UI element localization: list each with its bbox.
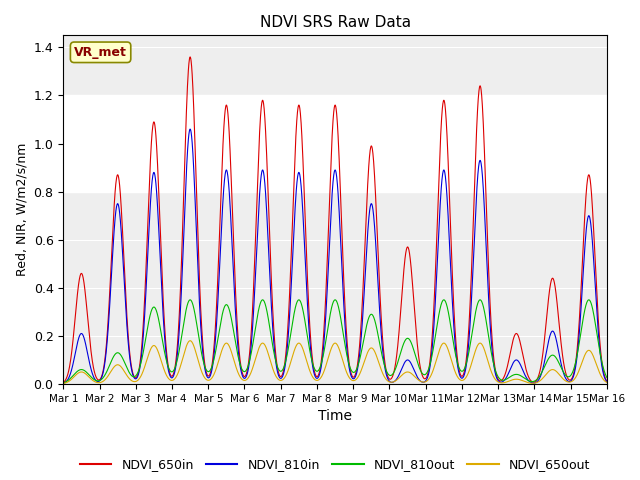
NDVI_810out [534, 375, 541, 381]
NDVI_650in [122, 284, 129, 290]
NDVI_810out [603, 375, 611, 381]
NDVI_810out [154, 312, 161, 318]
NDVI_650out [122, 370, 129, 376]
NDVI_810out [292, 304, 300, 310]
NDVI_650in [60, 380, 67, 385]
Title: NDVI SRS Raw Data: NDVI SRS Raw Data [260, 15, 411, 30]
Bar [63, 96, 607, 192]
NDVI_650in [154, 161, 161, 167]
Text: VR_met: VR_met [74, 46, 127, 59]
NDVI_650in [603, 378, 611, 384]
NDVI_650out [593, 362, 600, 368]
NDVI_650out [534, 379, 541, 385]
NDVI_650out [60, 381, 67, 386]
NDVI_650out [154, 347, 161, 353]
Line: NDVI_810in: NDVI_810in [63, 129, 607, 384]
NDVI_650out [186, 338, 194, 344]
Line: NDVI_650in: NDVI_650in [63, 57, 607, 383]
NDVI_650out [603, 380, 611, 385]
NDVI_810in [268, 313, 276, 319]
NDVI_650in [186, 54, 194, 60]
NDVI_810out [268, 338, 276, 344]
Line: NDVI_810out: NDVI_810out [63, 300, 607, 383]
NDVI_810in [154, 204, 161, 209]
NDVI_810in [534, 378, 541, 384]
Legend: NDVI_650in, NDVI_810in, NDVI_810out, NDVI_650out: NDVI_650in, NDVI_810in, NDVI_810out, NDV… [75, 453, 595, 476]
NDVI_650in [593, 284, 600, 289]
NDVI_810out [60, 380, 67, 386]
NDVI_810in [122, 298, 129, 303]
NDVI_650out [268, 363, 276, 369]
NDVI_650in [292, 141, 300, 146]
Line: NDVI_650out: NDVI_650out [63, 341, 607, 384]
NDVI_810in [603, 379, 611, 384]
NDVI_810in [292, 199, 300, 204]
NDVI_810in [186, 126, 194, 132]
NDVI_810out [186, 297, 194, 303]
Y-axis label: Red, NIR, W/m2/s/nm: Red, NIR, W/m2/s/nm [15, 143, 28, 276]
NDVI_650in [268, 290, 276, 296]
NDVI_810in [593, 302, 600, 308]
NDVI_650in [534, 375, 541, 381]
X-axis label: Time: Time [318, 409, 352, 423]
NDVI_650out [292, 345, 300, 350]
NDVI_810in [60, 381, 67, 386]
NDVI_810out [122, 361, 129, 367]
NDVI_810out [593, 328, 600, 334]
